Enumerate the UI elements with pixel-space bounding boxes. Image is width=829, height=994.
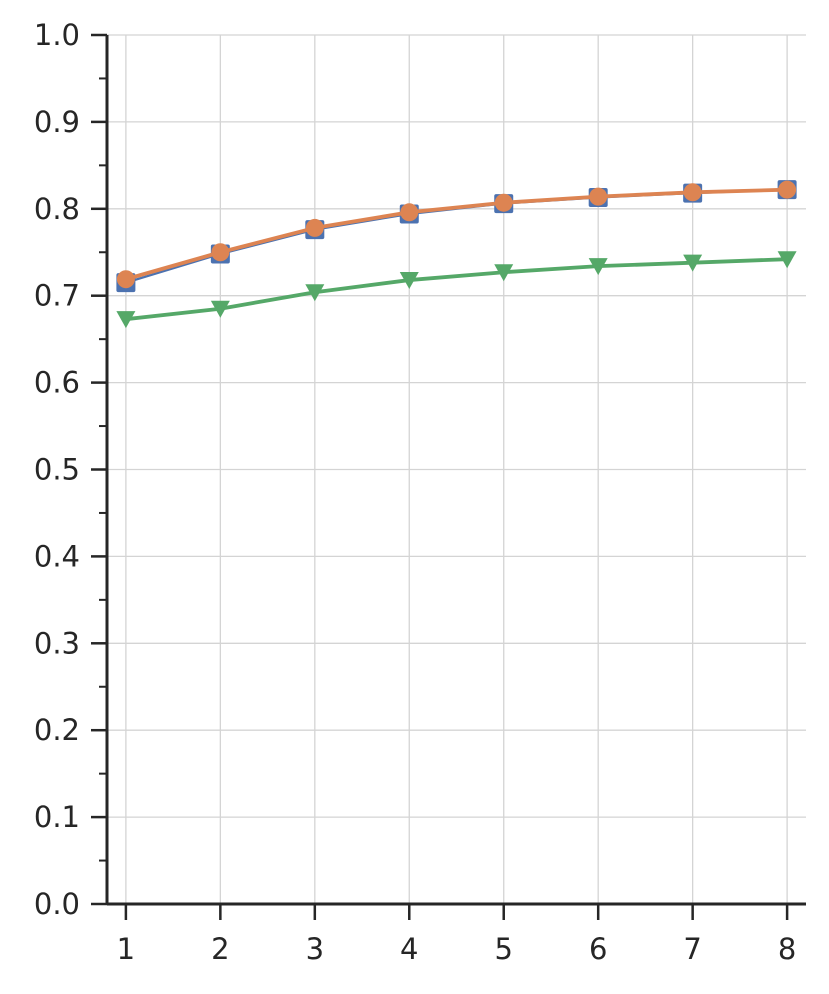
triangle-marker [683,254,703,272]
circle-marker [778,180,797,199]
series-line [125,188,788,284]
x-tick-label: 1 [117,932,135,966]
triangle-marker [494,264,514,282]
circle-marker [589,187,608,206]
y-tick-label: 0.0 [34,887,80,921]
data-series [116,180,797,329]
series-3 [116,251,797,329]
y-tick-label: 0.9 [34,105,80,139]
x-tick-label: 7 [683,932,701,966]
triangle-marker [210,300,230,318]
circle-marker [683,183,702,202]
axes [91,33,806,920]
series-line [125,257,788,322]
x-tick-label: 3 [306,932,324,966]
circle-marker [400,203,419,222]
circle-marker [305,218,324,237]
x-tick-label: 4 [400,932,418,966]
y-tick-label: 0.8 [34,192,80,226]
y-tick-label: 0.3 [34,626,80,660]
series-line [125,187,788,282]
y-tick-label: 0.1 [34,800,80,834]
circle-marker [494,193,513,212]
triangle-marker [777,251,797,269]
grid-lines [107,34,806,905]
x-tick-label: 6 [589,932,607,966]
circle-marker [116,270,135,289]
x-tick-label: 8 [778,932,796,966]
x-tick-label: 2 [211,932,229,966]
y-tick-label: 0.2 [34,713,80,747]
y-tick-label: 0.4 [34,539,80,573]
triangle-marker [399,272,419,290]
y-tick-label: 1.0 [34,18,80,52]
y-tick-label: 0.7 [34,279,80,313]
x-tick-label: 5 [495,932,513,966]
y-tick-label: 0.6 [34,366,80,400]
y-tick-labels: 0.0 0.1 0.2 0.3 0.4 0.5 0.6 0.7 0.8 0.9 1.0 [34,18,80,921]
triangle-marker [588,258,608,276]
y-tick-label: 0.5 [34,453,80,487]
x-tick-labels: 1 2 3 4 5 6 7 8 [117,932,797,966]
series-2 [116,180,797,289]
triangle-marker [116,311,136,329]
triangle-marker [305,284,325,302]
circle-marker [211,243,230,262]
